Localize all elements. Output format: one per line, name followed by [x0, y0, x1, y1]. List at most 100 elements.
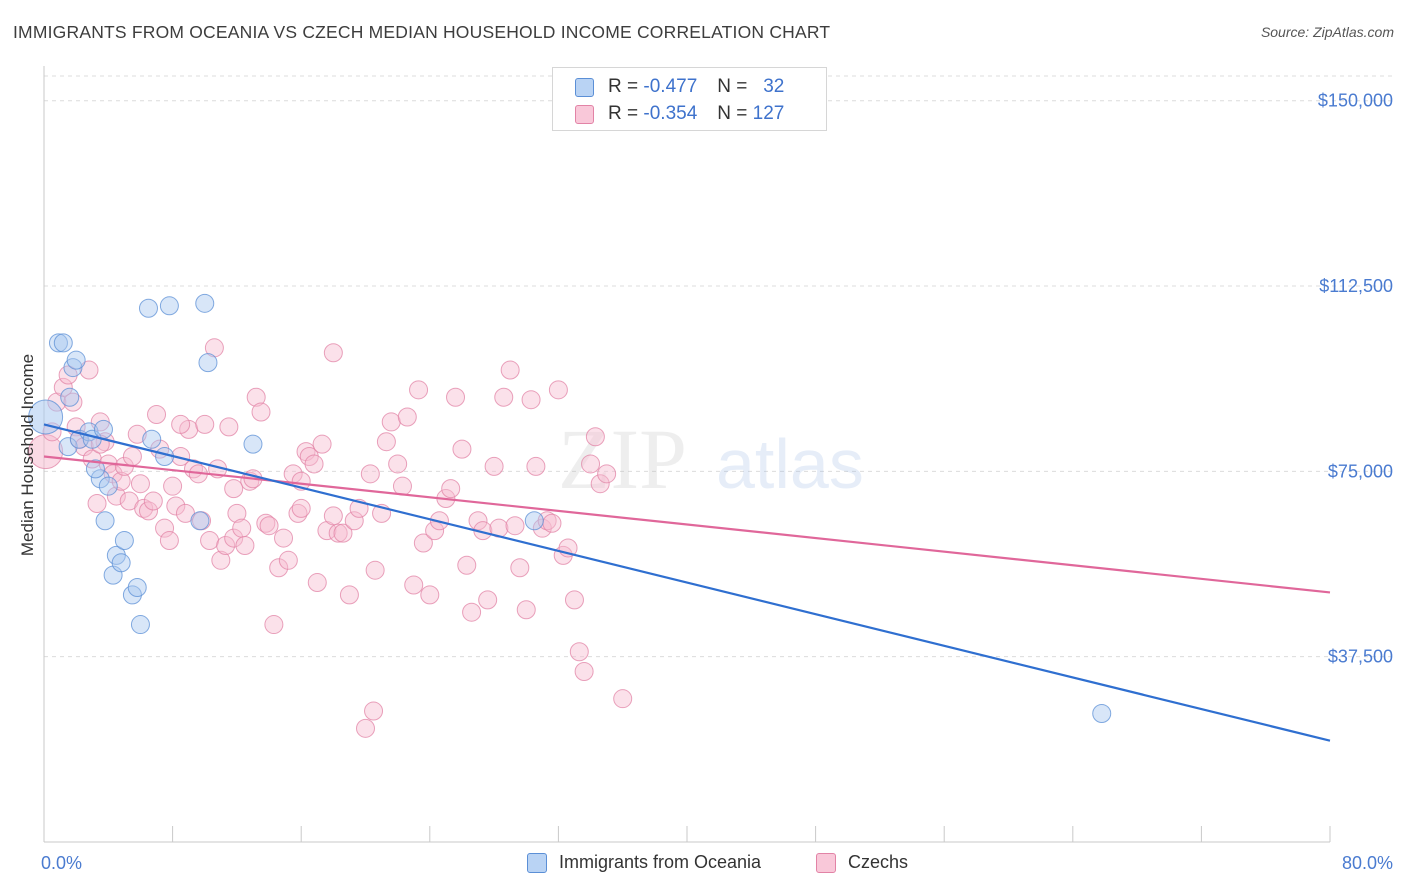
- czech-point: [304, 454, 324, 474]
- czech-point: [111, 471, 131, 491]
- czech-point: [585, 427, 605, 447]
- legend-r-value-czech: -0.354: [643, 103, 698, 124]
- oceania-point: [85, 459, 105, 479]
- oceania-point: [60, 387, 80, 407]
- czech-point: [484, 456, 504, 476]
- czech-point: [564, 590, 584, 610]
- czech-point: [235, 535, 255, 555]
- czech-point: [468, 511, 488, 531]
- czech-point: [526, 456, 546, 476]
- oceania-trend-line: [43, 423, 1331, 742]
- czech-point: [494, 387, 514, 407]
- y-tick-labels: $37,500 $75,000 $112,500 $150,000: [1318, 91, 1393, 667]
- czech-point: [224, 528, 244, 548]
- czech-point: [425, 521, 445, 541]
- czech-point: [219, 417, 239, 437]
- legend-n-label: N =: [717, 76, 748, 97]
- oceania-point: [127, 577, 147, 597]
- czech-point: [269, 558, 289, 578]
- oceania-point: [58, 437, 78, 457]
- series-legend-oceania[interactable]: Immigrants from Oceania: [527, 852, 761, 873]
- czech-point: [251, 402, 271, 422]
- czech-point: [200, 531, 220, 551]
- czech-point: [166, 496, 186, 516]
- czech-point: [420, 585, 440, 605]
- czech-point: [409, 380, 429, 400]
- czech-point: [613, 689, 633, 709]
- stats-legend: R = -0.477 N = 32 R = -0.354 N = 127: [552, 67, 827, 131]
- czech-point: [278, 550, 298, 570]
- trend-lines: [43, 423, 1331, 742]
- czech-point: [259, 516, 279, 536]
- czech-point: [288, 503, 308, 523]
- oceania-point: [524, 511, 544, 531]
- czech-point: [542, 513, 562, 533]
- czech-point: [127, 424, 147, 444]
- czech-point: [388, 454, 408, 474]
- oceania-point: [1092, 704, 1112, 724]
- czech-point: [216, 535, 236, 555]
- grid-lines: [44, 75, 1394, 658]
- czech-point: [246, 387, 266, 407]
- legend-swatch-czech: [575, 104, 594, 124]
- x-tick-label-min: 0.0%: [41, 853, 82, 873]
- czech-point: [130, 474, 150, 494]
- oceania-point: [93, 419, 113, 439]
- watermark-atlas: atlas: [716, 425, 864, 503]
- czech-point: [53, 377, 73, 397]
- czech-point: [333, 523, 353, 543]
- czech-point: [155, 518, 175, 538]
- czech-point: [256, 513, 276, 533]
- czech-point: [446, 387, 466, 407]
- czech-point: [264, 615, 284, 635]
- legend-n-value-oceania: 32: [763, 76, 785, 97]
- czech-trend-line: [43, 455, 1331, 594]
- oceania-point: [138, 298, 158, 318]
- czech-point: [462, 602, 482, 622]
- y-tick-label: $112,500: [1319, 276, 1393, 296]
- czech-point: [510, 558, 530, 578]
- x-tick-label-max: 80.0%: [1342, 853, 1393, 873]
- oceania-point: [48, 333, 68, 353]
- oceania-point: [111, 553, 131, 573]
- czech-point: [404, 575, 424, 595]
- czech-point: [87, 493, 107, 513]
- oceania-point: [190, 511, 210, 531]
- oceania-point: [198, 353, 218, 373]
- legend-row-oceania: R = -0.477 N = 32: [575, 75, 784, 99]
- czech-point: [159, 531, 179, 551]
- oceania-point: [95, 511, 115, 531]
- czech-point: [381, 412, 401, 432]
- czech-point: [274, 528, 294, 548]
- czech-point: [457, 555, 477, 575]
- czech-point: [138, 501, 158, 521]
- czech-point: [397, 407, 417, 427]
- czech-point: [63, 392, 83, 412]
- oceania-point: [98, 476, 118, 496]
- oceania-point: [90, 469, 110, 489]
- series-legend-czech[interactable]: Czechs: [816, 852, 908, 873]
- czech-point: [323, 343, 343, 363]
- czech-point: [307, 573, 327, 593]
- czech-point: [590, 474, 610, 494]
- oceania-point: [66, 350, 86, 370]
- series-swatch-czech: [816, 852, 836, 873]
- czech-point: [211, 550, 231, 570]
- czech-point: [344, 511, 364, 531]
- czech-point: [597, 464, 617, 484]
- oceania-point: [130, 615, 150, 635]
- series-label-czech: Czechs: [848, 852, 909, 872]
- x-tick-labels: 0.0% 80.0%: [41, 853, 1393, 873]
- czech-point: [365, 560, 385, 580]
- czech-point: [339, 585, 359, 605]
- czech-point: [364, 701, 384, 721]
- y-tick-label: $75,000: [1328, 461, 1393, 481]
- czech-point: [452, 439, 472, 459]
- axes: [43, 66, 1331, 843]
- czech-point: [171, 414, 191, 434]
- czech-point: [360, 464, 380, 484]
- czech-point: [478, 590, 498, 610]
- legend-n-label: N =: [717, 103, 748, 124]
- legend-swatch-oceania: [575, 77, 594, 97]
